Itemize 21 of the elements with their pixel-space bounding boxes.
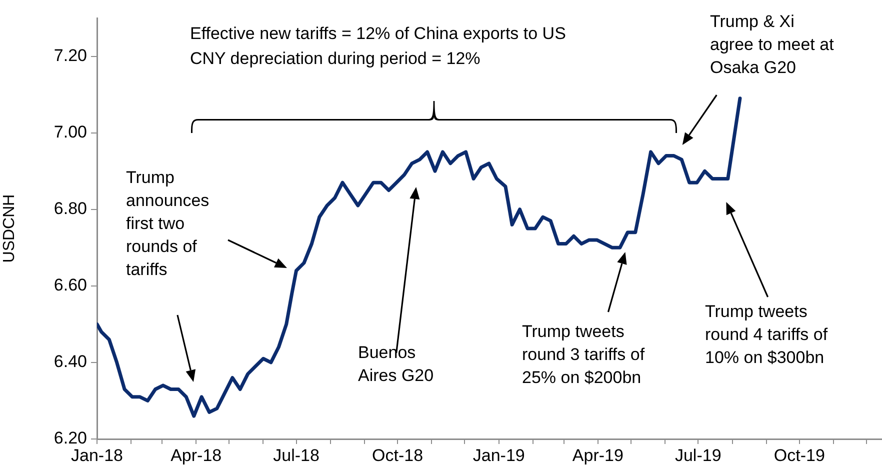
x-tick-label: Oct-18 — [372, 446, 424, 465]
annotation: Trump announces first two rounds of tariffs — [126, 167, 210, 281]
y-tick-label: 7.20 — [54, 46, 87, 65]
annotation: Trump tweets round 3 tariffs of 25% on $200bn — [522, 321, 645, 389]
y-tick-label: 6.80 — [54, 199, 87, 218]
y-tick-label: 6.40 — [54, 352, 87, 372]
y-tick-label: 7.00 — [54, 122, 87, 142]
x-tick-label: Apr-19 — [572, 446, 624, 465]
annotation: Trump & Xi agree to meet at Osaka G20 — [710, 11, 834, 79]
y-axis-title: USDCNH — [1, 194, 18, 263]
y-tick-label: 6.20 — [54, 428, 87, 448]
annotation: Effective new tariffs = 12% of China exports to US CNY depreciation during period = 12% — [190, 23, 566, 70]
x-tick-label: Jan-19 — [472, 446, 525, 465]
x-tick-label: Jan-18 — [71, 446, 123, 465]
annotation: Trump tweets round 4 tariffs of 10% on $300bn — [705, 301, 828, 369]
x-tick-label: Jul-18 — [273, 446, 320, 465]
x-tick-label: Jul-19 — [674, 446, 722, 465]
y-tick-label: 6.60 — [54, 276, 87, 295]
x-tick-label: Oct-19 — [774, 446, 825, 465]
x-tick-label: Apr-18 — [170, 446, 222, 465]
annotation: Buenos Aires G20 — [358, 342, 434, 387]
